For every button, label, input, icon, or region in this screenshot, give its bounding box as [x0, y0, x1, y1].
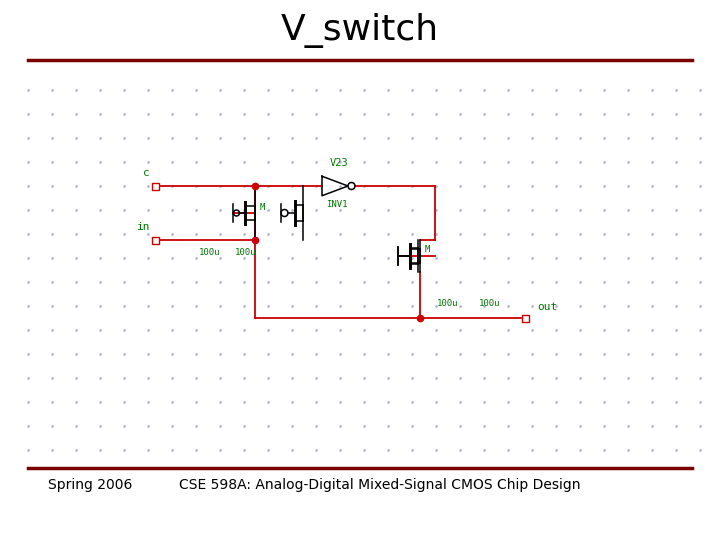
Bar: [151, 183, 158, 190]
Text: 100u: 100u: [199, 248, 221, 257]
Bar: [151, 237, 158, 244]
Text: 100u: 100u: [437, 299, 459, 308]
Text: 100u: 100u: [480, 299, 500, 308]
Text: c: c: [143, 168, 150, 178]
Text: M: M: [425, 246, 431, 254]
Text: in: in: [137, 222, 150, 232]
Text: V_switch: V_switch: [281, 12, 439, 48]
Text: out: out: [537, 302, 557, 312]
Text: CSE 598A: Analog-Digital Mixed-Signal CMOS Chip Design: CSE 598A: Analog-Digital Mixed-Signal CM…: [179, 478, 581, 492]
Text: 100u: 100u: [235, 248, 257, 257]
Text: V23: V23: [330, 158, 348, 168]
Text: Spring 2006: Spring 2006: [48, 478, 132, 492]
Text: M: M: [260, 202, 266, 212]
Text: INV1: INV1: [326, 200, 348, 209]
Bar: [521, 314, 528, 321]
